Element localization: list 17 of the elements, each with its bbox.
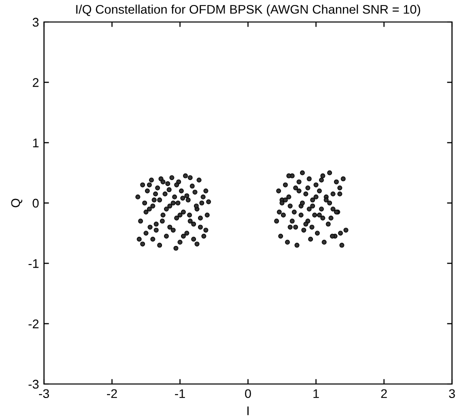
x-tick-label: 0 — [245, 389, 251, 398]
x-tick-label: 1 — [313, 389, 319, 398]
x-tick-label: 2 — [381, 389, 387, 398]
x-tick-label: 3 — [449, 389, 455, 398]
x-tick-label: -2 — [107, 389, 117, 398]
y-axis-title: Q — [11, 198, 22, 208]
y-tick-label: -2 — [28, 319, 39, 328]
y-tick-label: 2 — [32, 78, 39, 87]
y-tick-label: 3 — [32, 18, 39, 27]
chart-title: I/Q Constellation for OFDM BPSK (AWGN Channel SNR = 10) — [76, 4, 420, 16]
x-tick-label: -3 — [39, 389, 50, 398]
y-tick-label: 1 — [33, 138, 39, 148]
y-tick-label: 0 — [32, 198, 39, 208]
x-axis-title: I — [247, 406, 249, 416]
x-tick-label: -1 — [175, 389, 185, 398]
y-tick-label: -3 — [28, 380, 39, 389]
y-tick-label: -1 — [28, 259, 39, 268]
